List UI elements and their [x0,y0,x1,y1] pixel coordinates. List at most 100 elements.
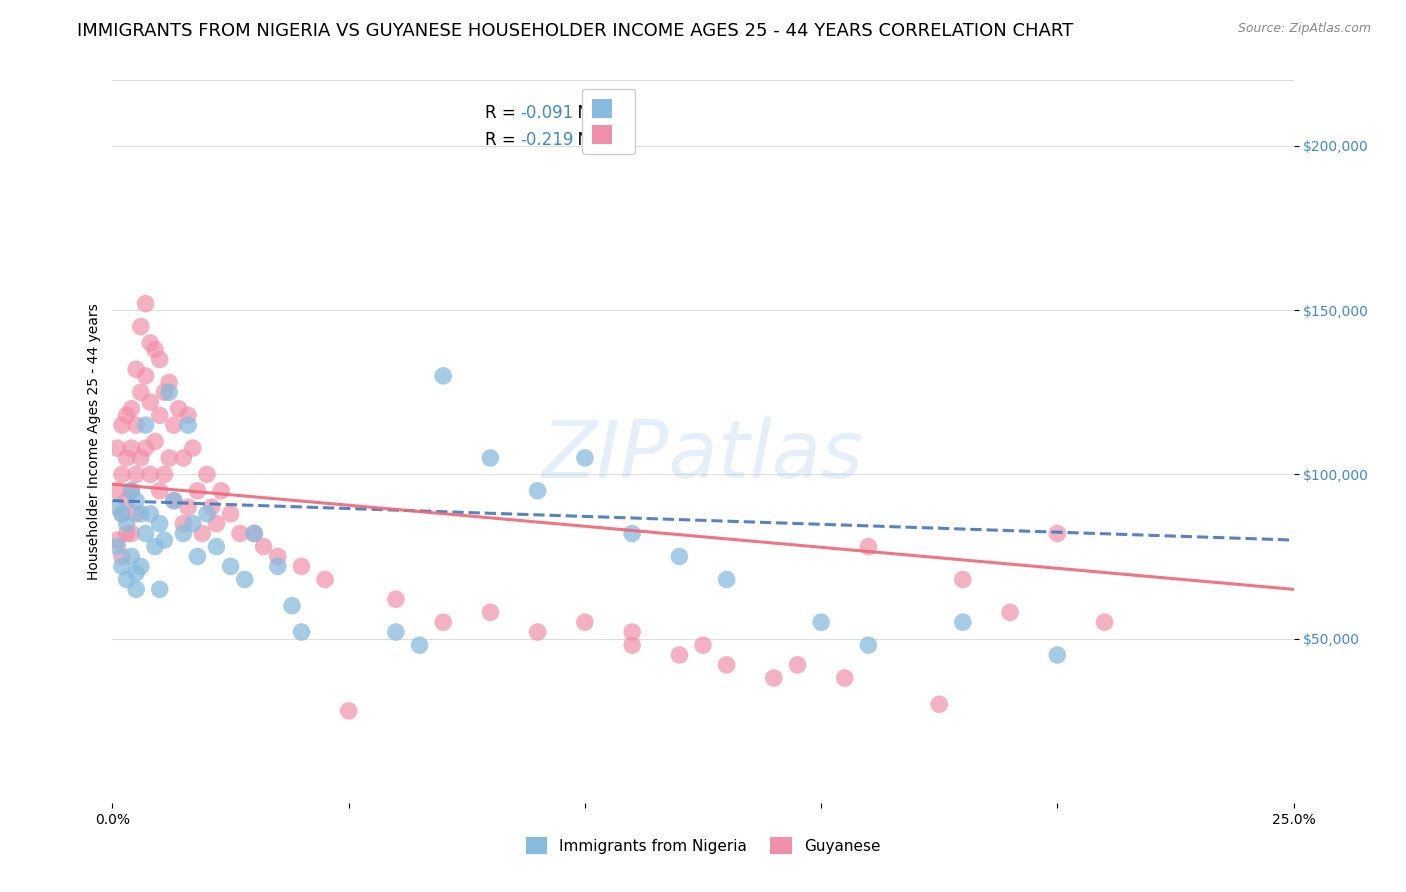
Point [526,625,548,640]
Point [526,483,548,498]
Point [243,526,266,541]
Point [243,526,266,541]
Point [219,559,242,574]
Point [177,418,200,433]
Point [621,638,644,652]
Point [209,483,232,498]
Point [105,483,128,498]
Point [177,409,200,423]
Point [229,526,252,541]
Point [120,549,142,564]
Point [129,385,152,400]
Point [115,450,138,465]
Point [1046,526,1069,541]
Point [385,625,408,640]
Point [153,467,176,482]
Point [1094,615,1116,630]
Point [205,516,228,531]
Point [139,336,162,351]
Point [111,559,134,574]
Point [479,450,502,465]
Point [149,516,172,531]
Point [233,573,256,587]
Point [172,526,194,541]
Point [692,638,714,652]
Point [810,615,832,630]
Point [111,467,134,482]
Point [149,409,172,423]
Text: 47: 47 [603,103,624,122]
Point [181,441,204,455]
Point [408,638,430,652]
Point [181,516,204,531]
Text: R =: R = [485,103,520,122]
Point [621,526,644,541]
Point [267,559,290,574]
Point [858,638,880,652]
Point [105,441,128,455]
Point [120,526,142,541]
Point [120,483,142,498]
Point [668,648,690,662]
Point [115,493,138,508]
Point [1046,648,1069,662]
Point [314,573,336,587]
Text: ZIPatlas: ZIPatlas [541,417,865,495]
Point [163,493,186,508]
Point [157,450,180,465]
Point [129,319,152,334]
Point [952,573,974,587]
Text: -0.219: -0.219 [520,130,574,149]
Point [337,704,360,718]
Point [205,540,228,554]
Y-axis label: Householder Income Ages 25 - 44 years: Householder Income Ages 25 - 44 years [87,303,101,580]
Point [105,533,128,547]
Point [858,540,880,554]
Point [253,540,276,554]
Point [120,441,142,455]
Point [149,483,172,498]
Point [125,418,148,433]
Text: Source: ZipAtlas.com: Source: ZipAtlas.com [1237,22,1371,36]
Point [186,549,208,564]
Point [716,573,738,587]
Point [153,385,176,400]
Point [157,376,180,390]
Point [716,657,738,672]
Legend: Immigrants from Nigeria, Guyanese: Immigrants from Nigeria, Guyanese [520,831,886,860]
Point [143,343,166,357]
Point [111,418,134,433]
Point [762,671,785,685]
Point [111,507,134,521]
Point [135,296,157,310]
Point [120,401,142,416]
Point [125,566,148,580]
Point [120,483,142,498]
Point [135,418,157,433]
Point [105,540,128,554]
Point [163,493,186,508]
Point [186,483,208,498]
Point [125,582,148,597]
Point [115,409,138,423]
Point [290,625,312,640]
Point [928,698,950,712]
Text: R =: R = [485,130,520,149]
Point [111,507,134,521]
Point [139,395,162,409]
Point [139,507,162,521]
Text: N =: N = [567,130,614,149]
Point [290,559,312,574]
Point [129,559,152,574]
Point [135,368,157,383]
Point [115,573,138,587]
Point [125,467,148,482]
Point [668,549,690,564]
Text: N =: N = [567,103,614,122]
Point [952,615,974,630]
Point [149,352,172,367]
Point [195,467,218,482]
Point [574,450,596,465]
Point [834,671,856,685]
Text: IMMIGRANTS FROM NIGERIA VS GUYANESE HOUSEHOLDER INCOME AGES 25 - 44 YEARS CORREL: IMMIGRANTS FROM NIGERIA VS GUYANESE HOUS… [77,22,1074,40]
